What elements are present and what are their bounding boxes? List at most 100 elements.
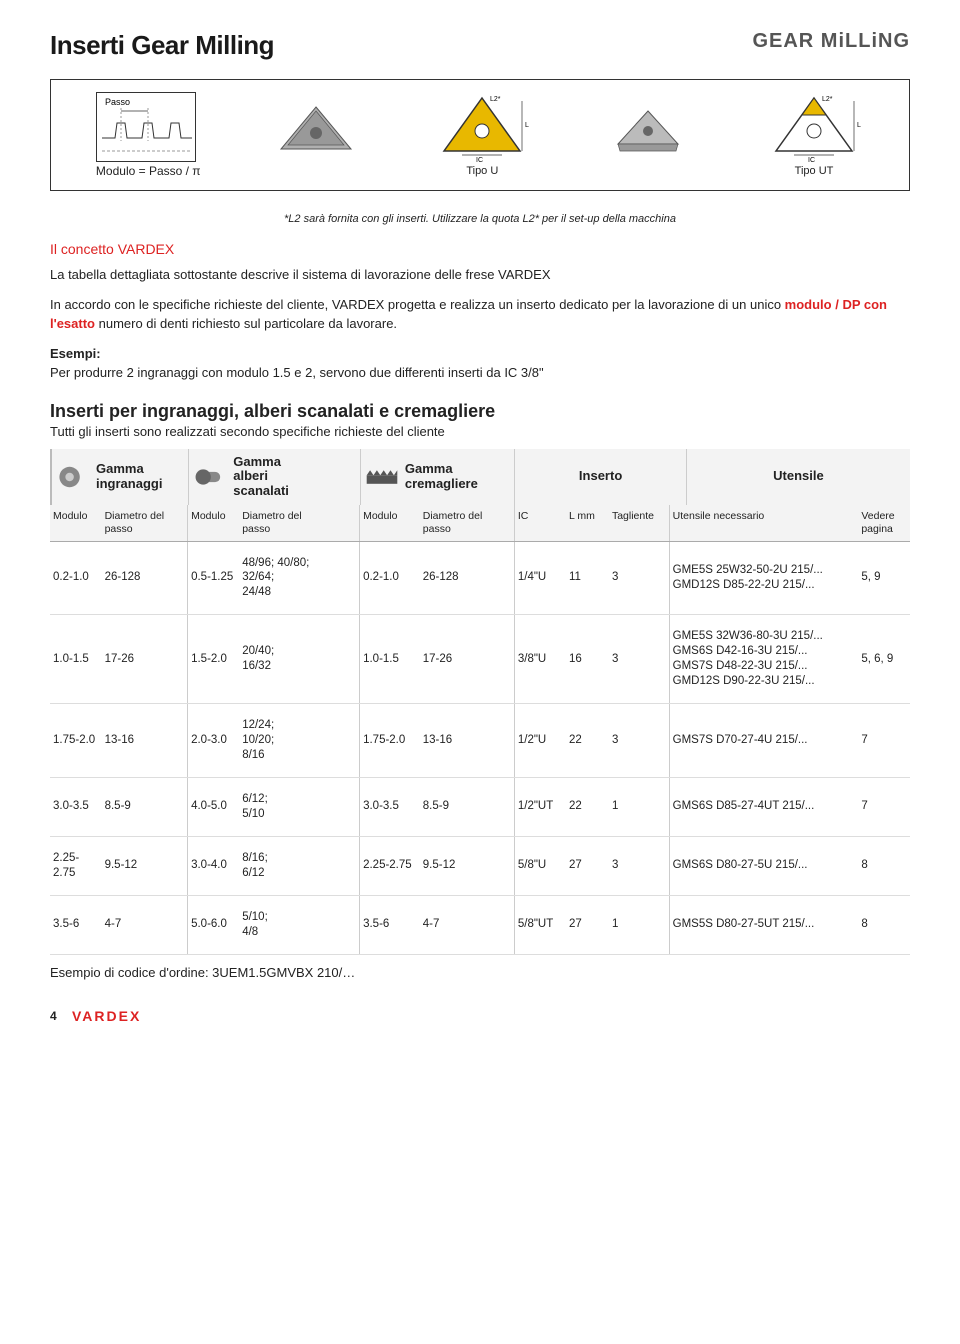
shaft-icon (193, 463, 227, 491)
table-cell: GME5S 32W36-80-3U 215/... GMS6S D42-16-3… (669, 615, 858, 704)
th-diam2: Diametro del passo (239, 505, 359, 541)
th-diam1: Diametro del passo (102, 505, 188, 541)
table-cell: GMS6S D85-27-4UT 215/... (669, 777, 858, 836)
svg-text:L: L (525, 122, 529, 129)
table-cell: 1.5-2.0 (188, 615, 240, 704)
tipo-u-label: Tipo U (432, 165, 532, 177)
brand-logo: GEAR MiLLiNG (752, 30, 910, 53)
table-cell: 5, 6, 9 (858, 615, 910, 704)
table-cell: 1 (609, 777, 669, 836)
table-cell: 17-26 (420, 615, 515, 704)
tipo-ut-label: Tipo UT (764, 165, 864, 177)
table-cell: 12/24; 10/20; 8/16 (239, 704, 359, 778)
tipo-ut-icon: IC L L2* (764, 93, 864, 163)
examples-label: Esempi: (50, 346, 101, 361)
table-cell: 2.25-2.75 (50, 836, 102, 895)
table-cell: 5/10; 4/8 (239, 895, 359, 954)
table-cell: 5.0-6.0 (188, 895, 240, 954)
table-cell: 9.5-12 (420, 836, 515, 895)
diag-insert-iso2 (598, 99, 698, 171)
diagrams-panel: Passo Modulo = Passo / π IC (50, 79, 910, 191)
table-row: 1.75-2.013-162.0-3.012/24; 10/20; 8/161.… (50, 704, 910, 778)
table-cell: 5/8"UT (514, 895, 566, 954)
data-table: Modulo Diametro del passo Modulo Diametr… (50, 505, 910, 954)
table-cell: 27 (566, 836, 609, 895)
examples-text: Per produrre 2 ingranaggi con modulo 1.5… (50, 365, 544, 380)
table-cell: 8/16; 6/12 (239, 836, 359, 895)
th-lmm: L mm (566, 505, 609, 541)
table-row: 3.0-3.58.5-94.0-5.06/12; 5/103.0-3.58.5-… (50, 777, 910, 836)
table-cell: 2.0-3.0 (188, 704, 240, 778)
section2-title: Inserti per ingranaggi, alberi scanalati… (50, 401, 910, 422)
table-cell: 13-16 (102, 704, 188, 778)
table-cell: 4-7 (420, 895, 515, 954)
table-cell: 9.5-12 (102, 836, 188, 895)
table-cell: 27 (566, 895, 609, 954)
th-utens: Utensile necessario (669, 505, 858, 541)
svg-text:IC: IC (808, 157, 815, 163)
table-cell: 3 (609, 541, 669, 615)
svg-text:L: L (857, 122, 861, 129)
table-cell: 17-26 (102, 615, 188, 704)
table-cell: 0.2-1.0 (50, 541, 102, 615)
modulo-formula: Modulo = Passo / π (96, 164, 201, 178)
table-cell: 5/8"U (514, 836, 566, 895)
table-cell: 3.0-3.5 (50, 777, 102, 836)
table-cell: 3.0-3.5 (360, 777, 420, 836)
vardex-logo: VARDEX (72, 1008, 141, 1024)
th-modulo3: Modulo (360, 505, 420, 541)
table-cell: 22 (566, 704, 609, 778)
th-ic: IC (514, 505, 566, 541)
page-header: Inserti Gear Milling GEAR MiLLiNG (50, 30, 910, 61)
page-number: 4 (50, 1009, 72, 1023)
th-modulo2: Modulo (188, 505, 240, 541)
table-cell: 7 (858, 704, 910, 778)
page-footer: 4 VARDEX (50, 1008, 910, 1024)
table-cell: 4.0-5.0 (188, 777, 240, 836)
concept-p1: La tabella dettagliata sottostante descr… (50, 265, 910, 285)
table-cell: 1 (609, 895, 669, 954)
table-cell: GMS7S D70-27-4U 215/... (669, 704, 858, 778)
gamma-gears: Gamma ingranaggi (52, 449, 189, 506)
table-cell: 3 (609, 704, 669, 778)
diag-tipo-ut: IC L L2* Tipo UT (764, 93, 864, 177)
gamma-tool: Utensile (687, 449, 910, 506)
table-cell: 8 (858, 895, 910, 954)
table-header-row: Modulo Diametro del passo Modulo Diametr… (50, 505, 910, 541)
table-cell: 3 (609, 615, 669, 704)
svg-text:IC: IC (476, 157, 483, 163)
table-cell: GMS6S D80-27-5U 215/... (669, 836, 858, 895)
concept-examples: Esempi: Per produrre 2 ingranaggi con mo… (50, 344, 910, 383)
gear-icon (56, 463, 90, 491)
section2-desc: Tutti gli inserti sono realizzati second… (50, 424, 910, 439)
table-cell: 0.5-1.25 (188, 541, 240, 615)
concept-p2a: In accordo con le specifiche richieste d… (50, 297, 785, 312)
table-cell: 7 (858, 777, 910, 836)
table-cell: 13-16 (420, 704, 515, 778)
concept-p2: In accordo con le specifiche richieste d… (50, 295, 910, 334)
table-cell: 26-128 (102, 541, 188, 615)
table-cell: 1.0-1.5 (360, 615, 420, 704)
gamma-gears-label: Gamma ingranaggi (96, 462, 162, 492)
diagram-footnote: *L2 sarà fornita con gli inserti. Utiliz… (50, 209, 910, 229)
gear-profile-sketch: Passo (96, 92, 196, 162)
table-cell: 8 (858, 836, 910, 895)
th-tagl: Tagliente (609, 505, 669, 541)
gamma-shafts: Gamma alberi scanalati (189, 449, 361, 506)
th-diam3: Diametro del passo (420, 505, 515, 541)
gamma-insert: Inserto (515, 449, 687, 506)
table-row: 3.5-64-75.0-6.05/10; 4/83.5-64-75/8"UT27… (50, 895, 910, 954)
gamma-shafts-label: Gamma alberi scanalati (233, 455, 289, 500)
rack-icon (365, 463, 399, 491)
table-cell: 11 (566, 541, 609, 615)
table-cell: 1/4"U (514, 541, 566, 615)
gamma-racks: Gamma cremagliere (361, 449, 515, 506)
table-cell: GME5S 25W32-50-2U 215/... GMD12S D85-22-… (669, 541, 858, 615)
table-cell: 1.75-2.0 (360, 704, 420, 778)
table-cell: 22 (566, 777, 609, 836)
table-cell: 3.5-6 (360, 895, 420, 954)
table-cell: 16 (566, 615, 609, 704)
diag-insert-iso (266, 99, 366, 171)
gamma-insert-label: Inserto (579, 469, 622, 484)
table-cell: 3/8"U (514, 615, 566, 704)
